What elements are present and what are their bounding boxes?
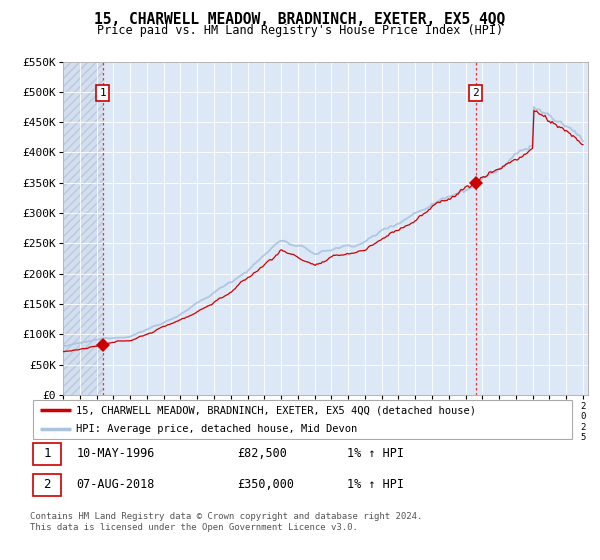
Text: Contains HM Land Registry data © Crown copyright and database right 2024.
This d: Contains HM Land Registry data © Crown c… — [30, 512, 422, 532]
FancyBboxPatch shape — [33, 400, 572, 439]
Text: 15, CHARWELL MEADOW, BRADNINCH, EXETER, EX5 4QQ: 15, CHARWELL MEADOW, BRADNINCH, EXETER, … — [94, 12, 506, 27]
Text: 1% ↑ HPI: 1% ↑ HPI — [347, 478, 404, 492]
Text: 2: 2 — [43, 478, 50, 492]
Text: HPI: Average price, detached house, Mid Devon: HPI: Average price, detached house, Mid … — [76, 424, 358, 433]
FancyBboxPatch shape — [33, 474, 61, 496]
Text: 1% ↑ HPI: 1% ↑ HPI — [347, 447, 404, 460]
Text: 1: 1 — [43, 447, 50, 460]
Text: 07-AUG-2018: 07-AUG-2018 — [76, 478, 155, 492]
Text: 10-MAY-1996: 10-MAY-1996 — [76, 447, 155, 460]
Text: 2: 2 — [472, 88, 479, 98]
Bar — [63, 62, 103, 395]
Text: £82,500: £82,500 — [238, 447, 287, 460]
Text: £350,000: £350,000 — [238, 478, 295, 492]
Text: 1: 1 — [99, 88, 106, 98]
Text: Price paid vs. HM Land Registry's House Price Index (HPI): Price paid vs. HM Land Registry's House … — [97, 24, 503, 37]
Text: 15, CHARWELL MEADOW, BRADNINCH, EXETER, EX5 4QQ (detached house): 15, CHARWELL MEADOW, BRADNINCH, EXETER, … — [76, 405, 476, 415]
FancyBboxPatch shape — [33, 443, 61, 465]
